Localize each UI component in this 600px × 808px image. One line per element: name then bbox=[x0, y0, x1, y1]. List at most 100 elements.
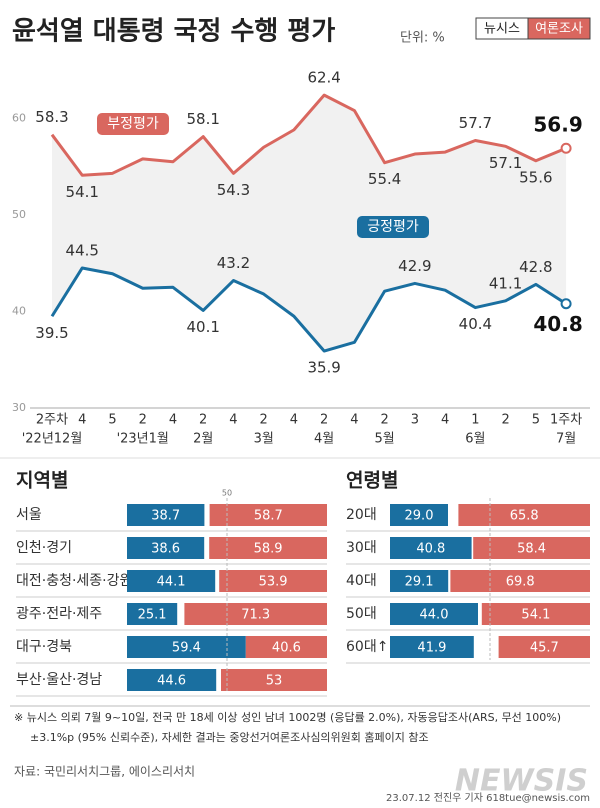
bar-value-label: 45.7 bbox=[530, 641, 559, 656]
x-tick-label: 50 bbox=[222, 489, 232, 498]
bar-value-label: 40.8 bbox=[416, 542, 445, 557]
note: ±3.1%p (95% 신뢰수준), 자세한 결과는 중앙선거여론조사심의위원회… bbox=[30, 730, 429, 744]
bar-value-label: 41.9 bbox=[417, 641, 446, 656]
bar bbox=[390, 636, 474, 658]
value-label: 40.8 bbox=[533, 312, 582, 336]
bar bbox=[390, 537, 472, 559]
panel-title: 연령별 bbox=[346, 470, 398, 492]
category-label: 인천·경기 bbox=[16, 540, 72, 556]
bar-value-label: 53 bbox=[266, 674, 283, 689]
x-tick-label: 4 bbox=[441, 413, 449, 428]
value-label: 43.2 bbox=[217, 254, 250, 272]
value-label: 54.1 bbox=[66, 183, 99, 201]
bar bbox=[221, 669, 327, 691]
badge-text: 여론조사 bbox=[535, 22, 583, 37]
x-tick-label: 4 bbox=[350, 413, 358, 428]
value-label: 41.1 bbox=[489, 274, 522, 292]
value-label: 62.4 bbox=[307, 69, 340, 87]
bar bbox=[473, 537, 590, 559]
x-tick-label: 2 bbox=[199, 413, 207, 428]
month-label: 4월 bbox=[314, 432, 334, 447]
value-label: 39.5 bbox=[35, 324, 68, 342]
panel-title: 지역별 bbox=[16, 470, 68, 492]
legend-label: 부정평가 bbox=[107, 116, 159, 132]
x-tick-label: 1 bbox=[471, 413, 479, 428]
charts: 30 40 50 60 2주차 4 5 2 4 2 4 2 4 2 4 2 3 4 1 2 5 1주차 '22년12월 '23… bbox=[12, 69, 590, 697]
bar-value-label: 44.1 bbox=[157, 575, 186, 590]
month-label: 3월 bbox=[254, 432, 274, 447]
value-label: 58.3 bbox=[35, 108, 68, 126]
bar bbox=[458, 504, 590, 526]
value-label: 55.6 bbox=[519, 168, 552, 186]
month-label: 5월 bbox=[375, 432, 395, 447]
month-label: 6월 bbox=[465, 432, 485, 447]
x-tick-label: 4 bbox=[229, 413, 237, 428]
bar bbox=[390, 570, 449, 592]
category-label: 20대 bbox=[346, 507, 377, 523]
x-tick-label: 2 bbox=[501, 413, 509, 428]
bar bbox=[127, 669, 217, 691]
series-label-box bbox=[357, 216, 429, 238]
source: 자료: 국민리서치그룹, 에이스리서치 bbox=[14, 765, 195, 779]
bar-value-label: 58.4 bbox=[517, 542, 546, 557]
bar bbox=[209, 537, 327, 559]
value-label: 57.7 bbox=[459, 114, 492, 132]
x-tick-label: 1주차 bbox=[550, 413, 582, 428]
value-label: 54.3 bbox=[217, 181, 250, 199]
bar bbox=[450, 570, 590, 592]
bar bbox=[390, 603, 478, 625]
y-tick-label: 60 bbox=[12, 111, 26, 124]
bar bbox=[481, 603, 590, 625]
bar-value-label: 58.9 bbox=[254, 542, 283, 557]
month-label: '23년1월 bbox=[117, 432, 169, 447]
y-tick-label: 40 bbox=[12, 304, 26, 317]
bar-value-label: 71.3 bbox=[241, 608, 270, 623]
x-tick-label: 2 bbox=[320, 413, 328, 428]
category-label: 40대 bbox=[346, 573, 377, 589]
month-label: 2월 bbox=[193, 432, 213, 447]
bar bbox=[127, 603, 178, 625]
bar-value-label: 44.0 bbox=[420, 608, 449, 623]
bar-value-label: 29.1 bbox=[405, 575, 434, 590]
x-tick-label: 4 bbox=[290, 413, 298, 428]
series-line bbox=[50, 93, 567, 177]
x-tick-label: 2 bbox=[380, 413, 388, 428]
x-tick-label: 2 bbox=[139, 413, 147, 428]
watermark: NEWSIS bbox=[455, 764, 588, 799]
bar-value-label: 54.1 bbox=[521, 608, 550, 623]
bar bbox=[127, 570, 216, 592]
bar-value-label: 40.6 bbox=[272, 641, 301, 656]
bar bbox=[219, 570, 327, 592]
bar-value-label: 29.0 bbox=[405, 509, 434, 524]
value-label: 55.4 bbox=[368, 170, 401, 188]
bar-value-label: 38.6 bbox=[151, 542, 180, 557]
category-label: 부산·울산·경남 bbox=[16, 672, 102, 688]
category-label: 60대↑ bbox=[346, 639, 388, 655]
bar bbox=[127, 504, 205, 526]
badge-box bbox=[527, 17, 591, 40]
bar-value-label: 38.7 bbox=[151, 509, 180, 524]
value-label: 58.1 bbox=[186, 110, 219, 128]
x-tick-label: 4 bbox=[169, 413, 177, 428]
y-tick-label: 30 bbox=[12, 401, 26, 414]
category-label: 광주·전라·제주 bbox=[16, 606, 102, 622]
bar bbox=[245, 636, 327, 658]
x-tick-label: 2 bbox=[260, 413, 268, 428]
month-label: '22년12월 bbox=[22, 432, 83, 447]
bar bbox=[209, 504, 327, 526]
category-label: 50대 bbox=[346, 606, 377, 622]
series-line bbox=[50, 266, 567, 353]
note: ※ 뉴시스 의뢰 7월 9~10일, 전국 만 18세 이상 성인 남녀 100… bbox=[14, 710, 561, 724]
value-label: 44.5 bbox=[66, 241, 99, 259]
bar bbox=[184, 603, 327, 625]
title: 윤석열 대통령 국정 수행 평가 bbox=[12, 17, 335, 47]
x-tick-label: 3 bbox=[411, 413, 419, 428]
bar-value-label: 44.6 bbox=[157, 674, 186, 689]
category-label: 대전·충청·세종·강원 bbox=[16, 573, 132, 589]
bar bbox=[390, 504, 448, 526]
category-label: 대구·경북 bbox=[16, 639, 72, 655]
value-label: 40.4 bbox=[459, 315, 492, 333]
series-label-box bbox=[97, 113, 169, 135]
credit: 23.07.12 전진우 기자 618tue@newsis.com bbox=[386, 792, 590, 804]
